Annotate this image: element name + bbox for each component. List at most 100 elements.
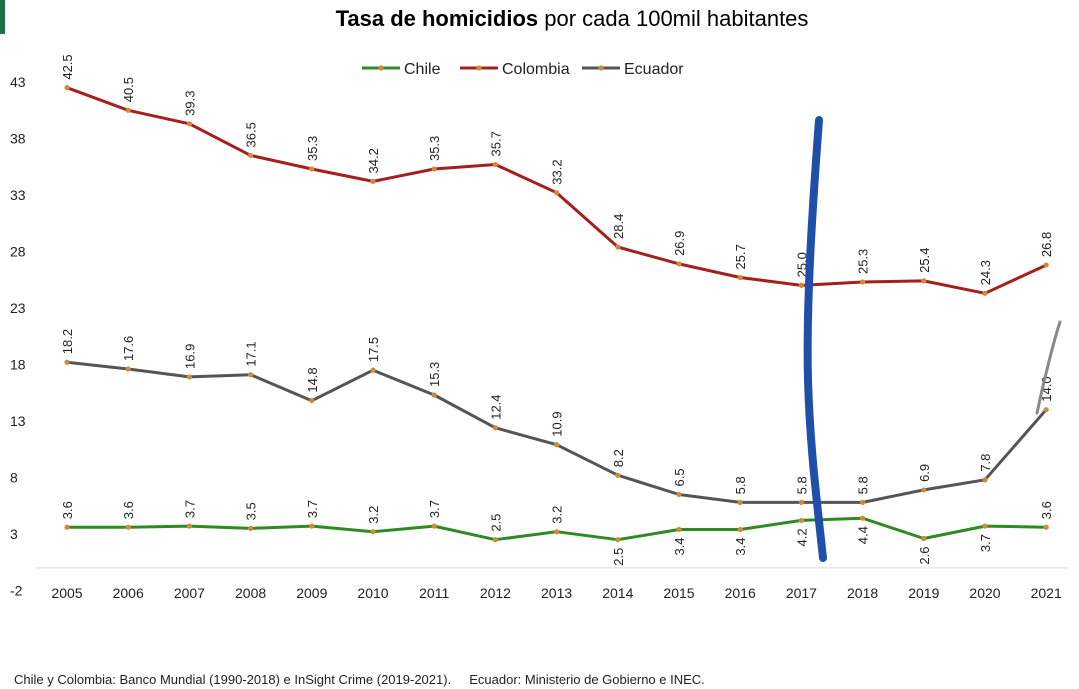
data-point-colombia [860,279,866,285]
x-tick-label: 2018 [847,585,878,601]
data-label-ecuador: 10.9 [550,411,565,436]
data-label-ecuador: 17.6 [121,336,136,361]
x-tick-label: 2019 [908,585,939,601]
chart-title-bold: Tasa de homicidios [336,6,539,31]
data-label-colombia: 25.7 [733,244,748,269]
x-tick-label: 2005 [51,585,82,601]
data-label-chile: 3.7 [427,500,442,518]
data-label-colombia: 35.3 [305,136,320,161]
data-point-ecuador [737,499,743,505]
data-point-chile [982,523,988,529]
data-point-colombia [64,85,70,91]
x-tick-label: 2021 [1031,585,1062,601]
data-label-ecuador: 5.8 [733,476,748,494]
x-tick-label: 2007 [174,585,205,601]
x-axis: 2005 2006 2007 2008 2009 2010 2011 2012 2013 2014… [36,567,1068,601]
data-point-chile [860,515,866,521]
data-label-colombia: 39.3 [182,90,197,115]
data-label-ecuador: 5.8 [794,476,809,494]
data-label-chile: 3.7 [978,534,993,552]
data-point-ecuador [125,366,131,372]
legend-label-colombia: Colombia [502,61,570,78]
x-tick-label: 2011 [419,585,449,601]
data-point-ecuador [492,425,498,431]
data-point-ecuador [860,499,866,505]
data-point-chile [186,523,192,529]
chart-title: Tasa de homicidios por cada 100mil habit… [336,6,809,31]
data-label-chile: 3.6 [121,501,136,519]
data-point-chile [798,517,805,524]
data-point-chile [1043,524,1049,530]
data-point-ecuador [186,374,192,380]
data-label-chile: 3.2 [366,506,381,524]
data-label-ecuador: 8.2 [611,449,626,467]
data-point-colombia [309,166,315,172]
data-label-colombia: 28.4 [611,214,626,239]
window-edge-tab [0,0,5,34]
data-label-ecuador: 5.8 [856,476,871,494]
data-point-colombia [248,152,254,159]
x-tick-label: 2013 [541,585,572,601]
series-lines [64,85,1049,543]
data-label-ecuador: 7.8 [978,454,993,472]
x-tick-label: 2014 [602,585,633,601]
data-point-chile [64,524,70,530]
data-point-colombia [921,278,927,284]
data-label-chile: 3.4 [672,537,687,555]
data-label-colombia: 35.7 [488,131,503,156]
legend: Chile Colombia Ecuador [362,61,684,78]
data-point-chile [309,523,315,529]
x-tick-label: 2016 [725,585,756,601]
data-point-colombia [370,178,376,185]
data-point-chile [921,535,927,542]
data-label-chile: 2.6 [917,547,932,565]
data-label-colombia: 25.4 [917,248,932,273]
data-point-ecuador [1043,407,1049,413]
data-label-colombia: 26.9 [672,231,687,256]
data-label-chile: 2.5 [611,548,626,566]
data-point-chile [737,526,743,533]
data-point-colombia [1043,262,1049,268]
y-tick-label: 3 [10,526,18,542]
y-tick-label: 13 [10,413,26,429]
data-label-chile: 4.4 [856,526,871,544]
data-label-ecuador: 6.9 [917,464,932,482]
y-tick-label: -2 [10,583,23,599]
data-point-colombia [615,244,621,250]
chart-title-rest: por cada 100mil habitantes [544,6,808,31]
data-labels: 3.6 3.6 3.7 3.5 3.7 3.2 3.7 2.5 3.2 2.5 3.4 3.4 4.2 4… [60,54,1054,565]
data-point-colombia [554,190,560,196]
y-tick-label: 8 [10,470,18,486]
data-point-colombia [431,166,437,172]
data-point-ecuador [64,359,70,365]
data-point-ecuador [554,442,560,448]
data-label-ecuador: 18.2 [60,329,75,354]
data-point-colombia [982,290,988,296]
data-point-ecuador [370,367,376,373]
y-tick-label: 18 [10,357,26,373]
legend-marker-ecuador [598,65,604,71]
data-label-colombia: 26.8 [1039,232,1054,257]
data-label-chile: 3.5 [244,502,259,520]
x-tick-label: 2015 [663,585,694,601]
x-tick-label: 2020 [969,585,1000,601]
data-point-ecuador [615,472,621,478]
data-point-colombia [737,274,743,281]
data-label-ecuador: 12.4 [488,394,503,419]
hand-drawn-marker-line [803,116,827,562]
x-tick-label: 2009 [296,585,327,601]
data-point-colombia [186,121,192,127]
y-tick-label: 43 [10,74,26,90]
y-tick-label: 33 [10,187,26,203]
data-point-chile [248,525,254,531]
data-point-ecuador [248,372,254,378]
data-label-ecuador: 6.5 [672,468,687,486]
data-label-colombia: 36.5 [244,122,259,147]
data-point-ecuador [676,491,682,498]
data-label-colombia: 34.2 [366,148,381,173]
legend-marker-colombia [476,65,482,71]
data-point-colombia [798,282,805,288]
data-label-chile: 3.6 [1039,501,1054,519]
